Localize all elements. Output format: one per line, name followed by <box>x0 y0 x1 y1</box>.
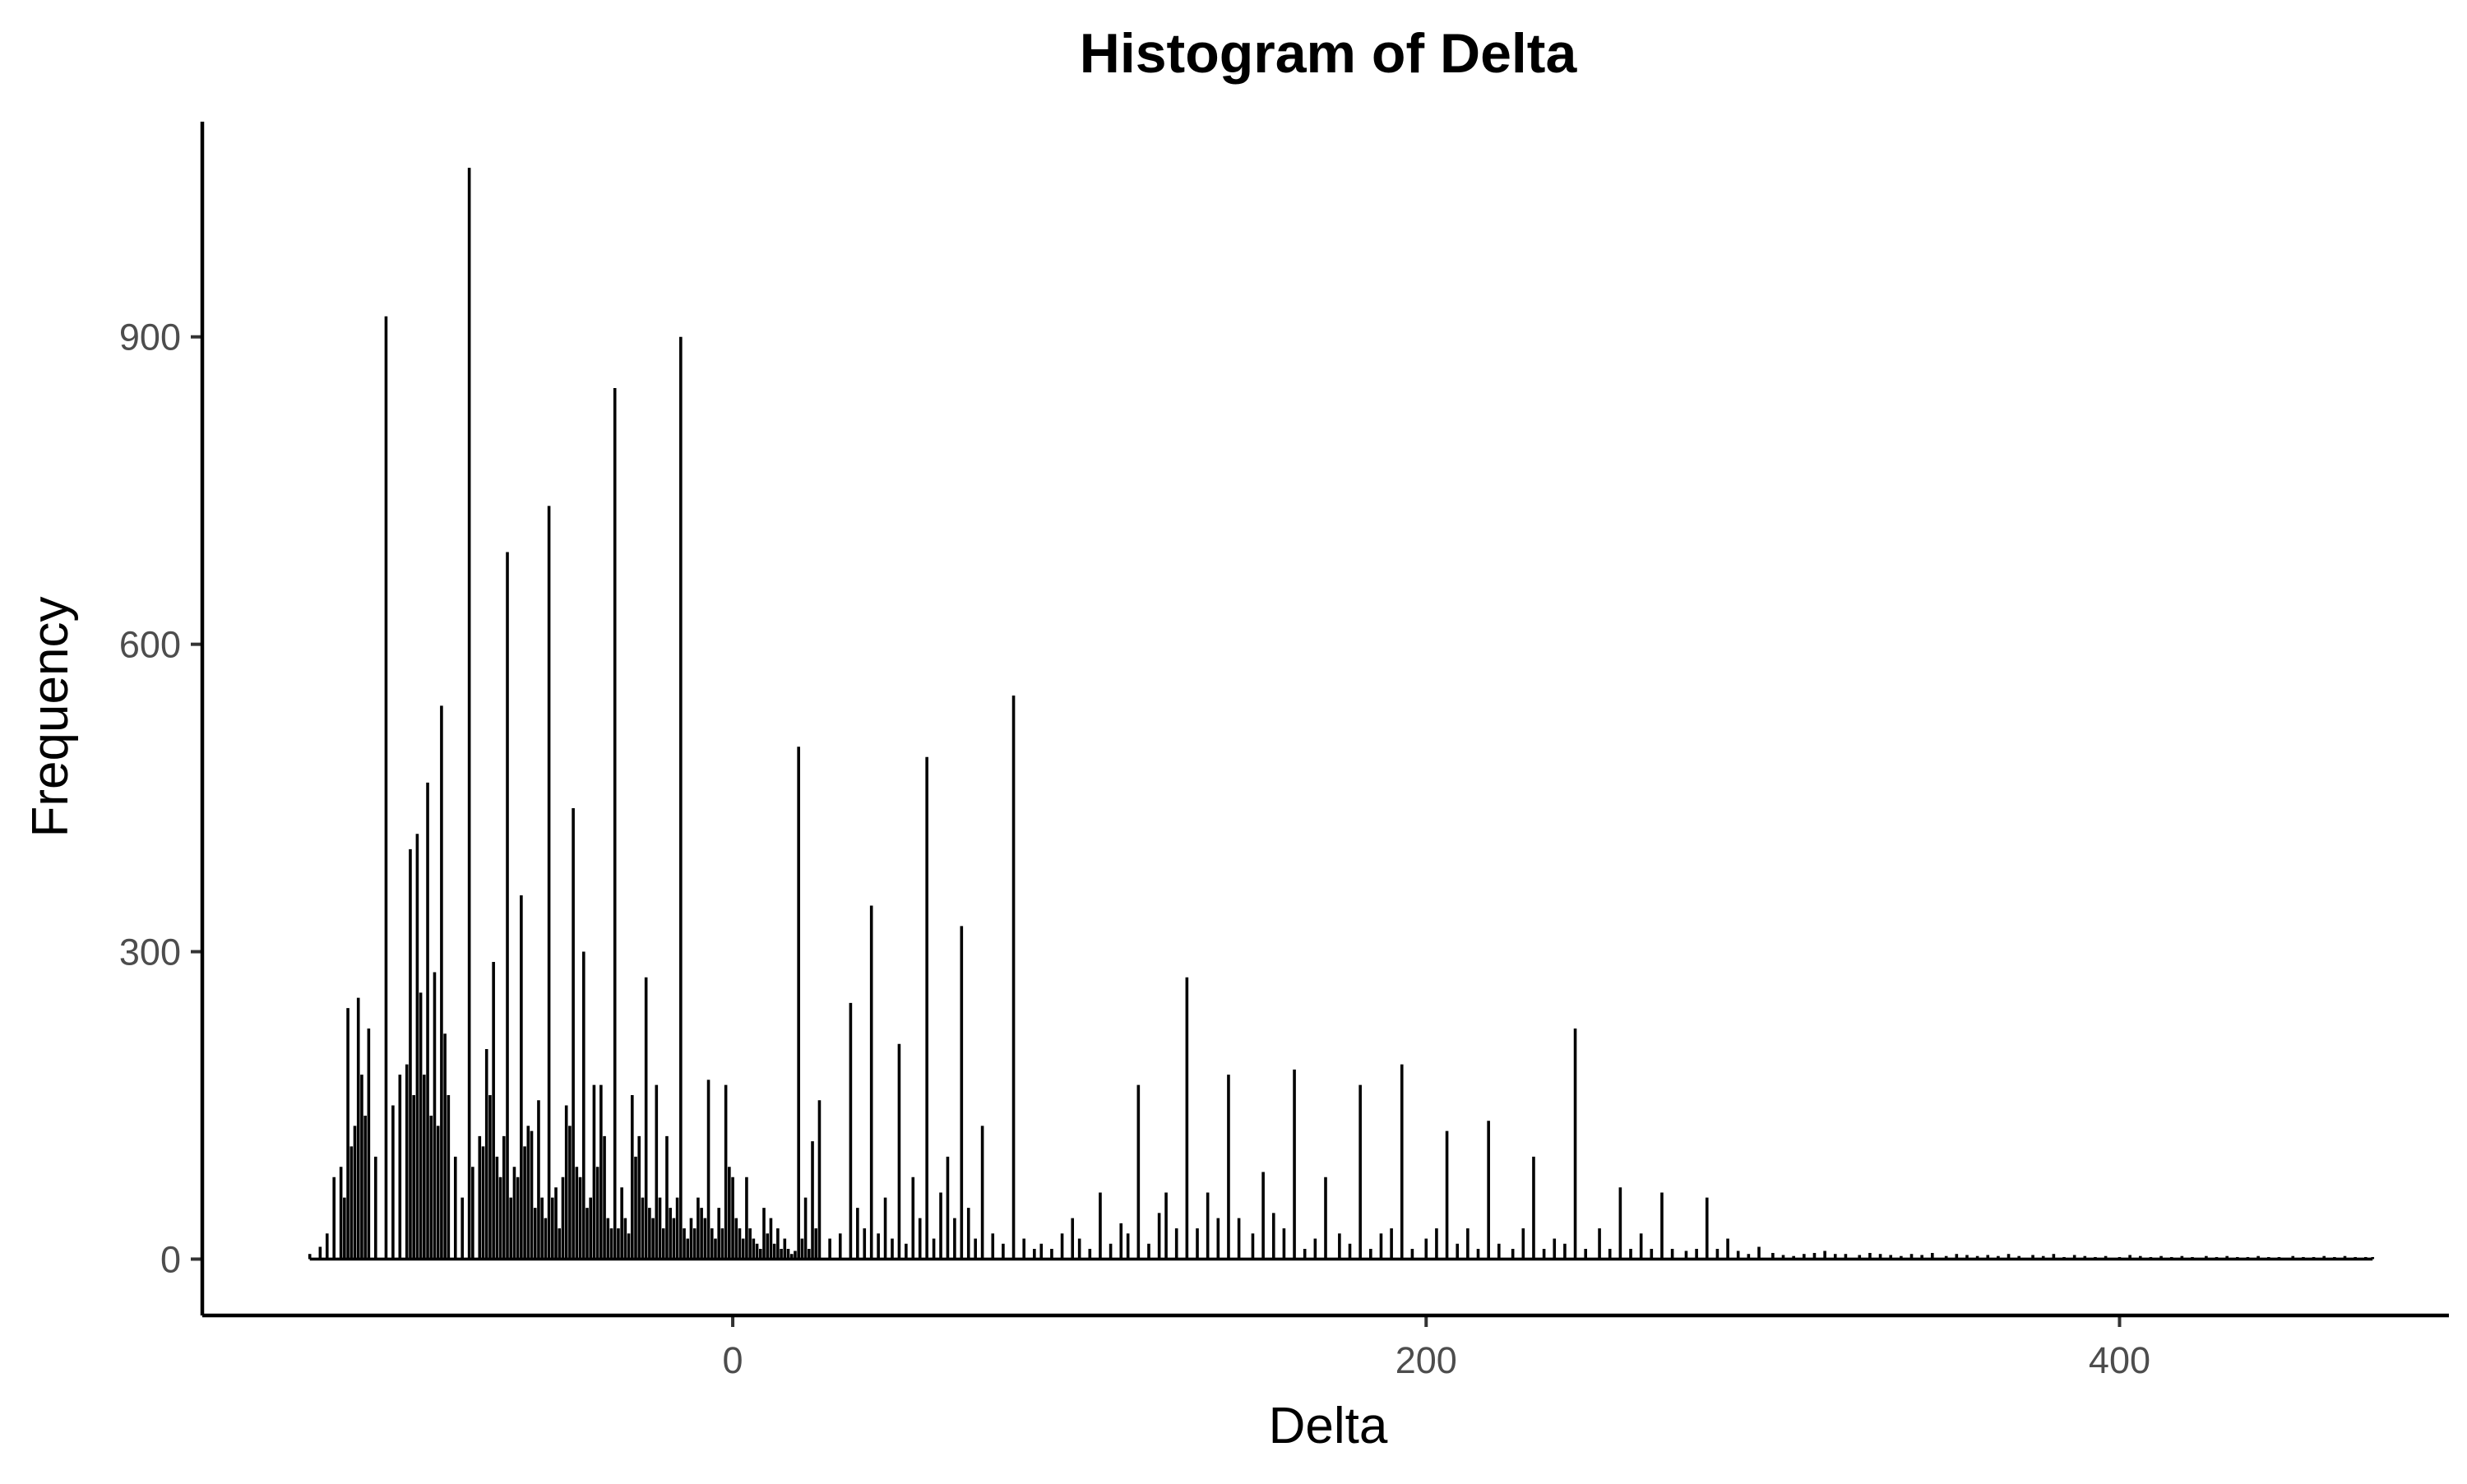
y-tick-label: 0 <box>160 1238 181 1280</box>
x-tick-label: 400 <box>2089 1339 2150 1381</box>
y-tick-label: 900 <box>119 317 181 358</box>
y-tick-label: 300 <box>119 932 181 973</box>
y-axis-title: Frequency <box>22 597 79 838</box>
y-axis-ticks: 0 300 600 900 <box>119 317 202 1280</box>
x-tick-label: 0 <box>723 1339 743 1381</box>
histogram-bars <box>308 168 2375 1261</box>
x-axis-title: Delta <box>1269 1398 1388 1454</box>
chart-title: Histogram of Delta <box>1080 22 1578 85</box>
y-tick-label: 600 <box>119 624 181 666</box>
x-axis-ticks: 0 200 400 <box>723 1315 2150 1381</box>
x-tick-label: 200 <box>1395 1339 1457 1381</box>
